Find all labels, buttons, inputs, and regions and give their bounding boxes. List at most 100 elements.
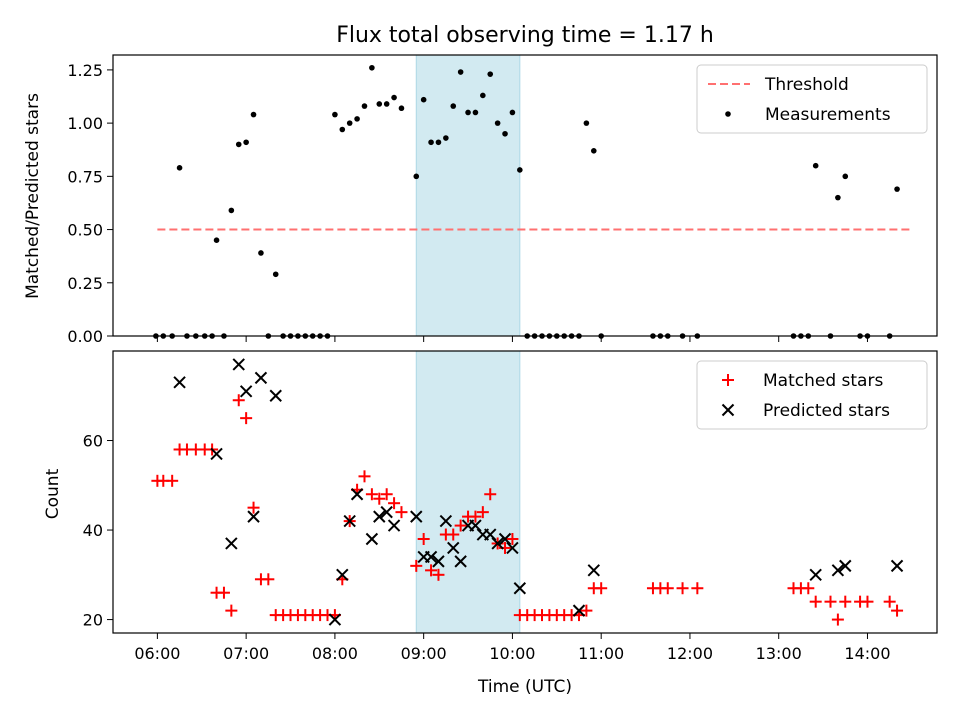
measurement-point: [243, 139, 249, 146]
matched-star-marker: [395, 506, 408, 519]
y-tick-label-0: 0.25: [67, 274, 103, 293]
chart-title: Flux total observing time = 1.17 h: [336, 23, 714, 48]
y-tick-label-0: 0.50: [67, 221, 103, 240]
predicted-star-marker-b: [439, 514, 453, 528]
measurement-point: [153, 333, 159, 339]
predicted-star-marker-b: [410, 510, 423, 523]
measurement-point: [258, 250, 264, 256]
matched-star-marker: [691, 582, 704, 595]
predicted-star-marker-b: [491, 537, 504, 550]
predicted-star-marker-b: [572, 604, 586, 617]
x-axis-label: Time (UTC): [477, 677, 572, 697]
predicted-star-marker: [232, 358, 245, 371]
predicted-star-marker: [831, 564, 845, 577]
measurement-point: [361, 103, 368, 109]
predicted-star-marker: [506, 541, 519, 555]
measurement-point: [576, 333, 582, 339]
measurement-point: [812, 162, 819, 169]
measurement-point: [650, 333, 656, 339]
predicted-star-marker-b: [239, 385, 253, 398]
measurement-point: [450, 103, 457, 109]
measurement-point: [457, 69, 464, 75]
predicted-star-marker-b: [890, 559, 904, 573]
predicted-star-marker: [373, 510, 386, 523]
matched-star-marker: [217, 586, 230, 599]
predicted-star-marker: [454, 555, 467, 568]
predicted-star-marker: [173, 376, 186, 389]
predicted-star-marker-b: [432, 555, 445, 568]
predicted-star-marker: [839, 559, 852, 573]
predicted-star-marker: [254, 371, 268, 385]
predicted-star-marker: [210, 447, 223, 461]
matched-star-marker: [388, 497, 401, 510]
predicted-star-marker-b: [350, 488, 364, 501]
measurement-point: [790, 333, 797, 339]
measurement-point: [209, 333, 215, 339]
matched-star-marker: [861, 595, 874, 608]
measurement-point: [280, 333, 286, 339]
predicted-star-marker: [239, 385, 253, 398]
predicted-star-marker: [365, 532, 379, 546]
predicted-star-marker: [447, 541, 460, 555]
measurement-point: [509, 109, 516, 116]
shaded-span-1: [415, 350, 521, 634]
predicted-star-marker: [572, 604, 586, 617]
legend-measurements-label: Measurements: [765, 105, 891, 125]
measurement-point: [428, 139, 434, 146]
measurement-point: [694, 333, 701, 339]
measurement-point: [805, 333, 812, 339]
measurement-point: [657, 333, 664, 339]
measurement-point: [827, 333, 834, 339]
matched-star-marker: [476, 506, 489, 519]
measurement-point: [201, 333, 208, 339]
measurement-point: [835, 194, 841, 201]
predicted-star-marker: [336, 568, 349, 582]
measurement-point: [176, 165, 183, 171]
measurement-point: [894, 186, 900, 192]
matched-star-marker: [380, 488, 393, 501]
predicted-star-marker: [432, 555, 445, 568]
matched-star-marker: [661, 582, 674, 595]
measurement-point: [487, 71, 494, 77]
y-tick-label-0: 0.00: [67, 327, 103, 346]
measurement-point: [354, 116, 360, 122]
predicted-star-marker: [491, 537, 504, 550]
predicted-star-marker-b: [269, 389, 282, 402]
predicted-star-marker-b: [336, 568, 349, 582]
measurement-point: [435, 139, 442, 146]
measurement-point: [332, 111, 338, 118]
predicted-star-marker: [380, 505, 393, 519]
matched-star-marker: [417, 533, 430, 545]
predicted-star-marker-b: [839, 559, 852, 573]
predicted-star-marker: [247, 510, 260, 523]
legend-matched-swatch: [722, 374, 734, 386]
legend-predicted-swatch: [721, 403, 735, 417]
legend-matched-label: Matched stars: [763, 371, 883, 391]
matched-star-marker: [802, 582, 815, 595]
predicted-star-marker: [424, 550, 438, 564]
matched-star-marker: [225, 604, 238, 617]
legend-predicted-label: Predicted stars: [763, 401, 890, 421]
matched-star-marker: [247, 501, 260, 514]
predicted-star-marker: [387, 519, 401, 532]
predicted-star-marker-b: [232, 358, 245, 371]
measurement-point: [169, 333, 175, 339]
measurement-point: [539, 333, 545, 339]
y-tick-label-1: 20: [83, 611, 103, 630]
y-tick-label-0: 0.75: [67, 167, 103, 186]
measurement-point: [583, 120, 590, 126]
matched-star-marker: [240, 412, 253, 425]
predicted-star-marker-b: [587, 564, 600, 577]
predicted-star-marker-b: [365, 532, 379, 546]
measurement-point: [398, 105, 405, 112]
predicted-star-marker: [410, 510, 423, 523]
measurement-point: [798, 333, 804, 339]
predicted-star-marker-b: [210, 447, 223, 461]
measurement-point: [679, 333, 686, 339]
measurement-point: [309, 333, 316, 339]
matched-star-marker: [595, 582, 608, 595]
predicted-star-marker-b: [469, 519, 482, 532]
measurement-point: [391, 94, 397, 101]
matched-star-marker: [891, 604, 904, 617]
predicted-star-marker-b: [387, 519, 401, 532]
